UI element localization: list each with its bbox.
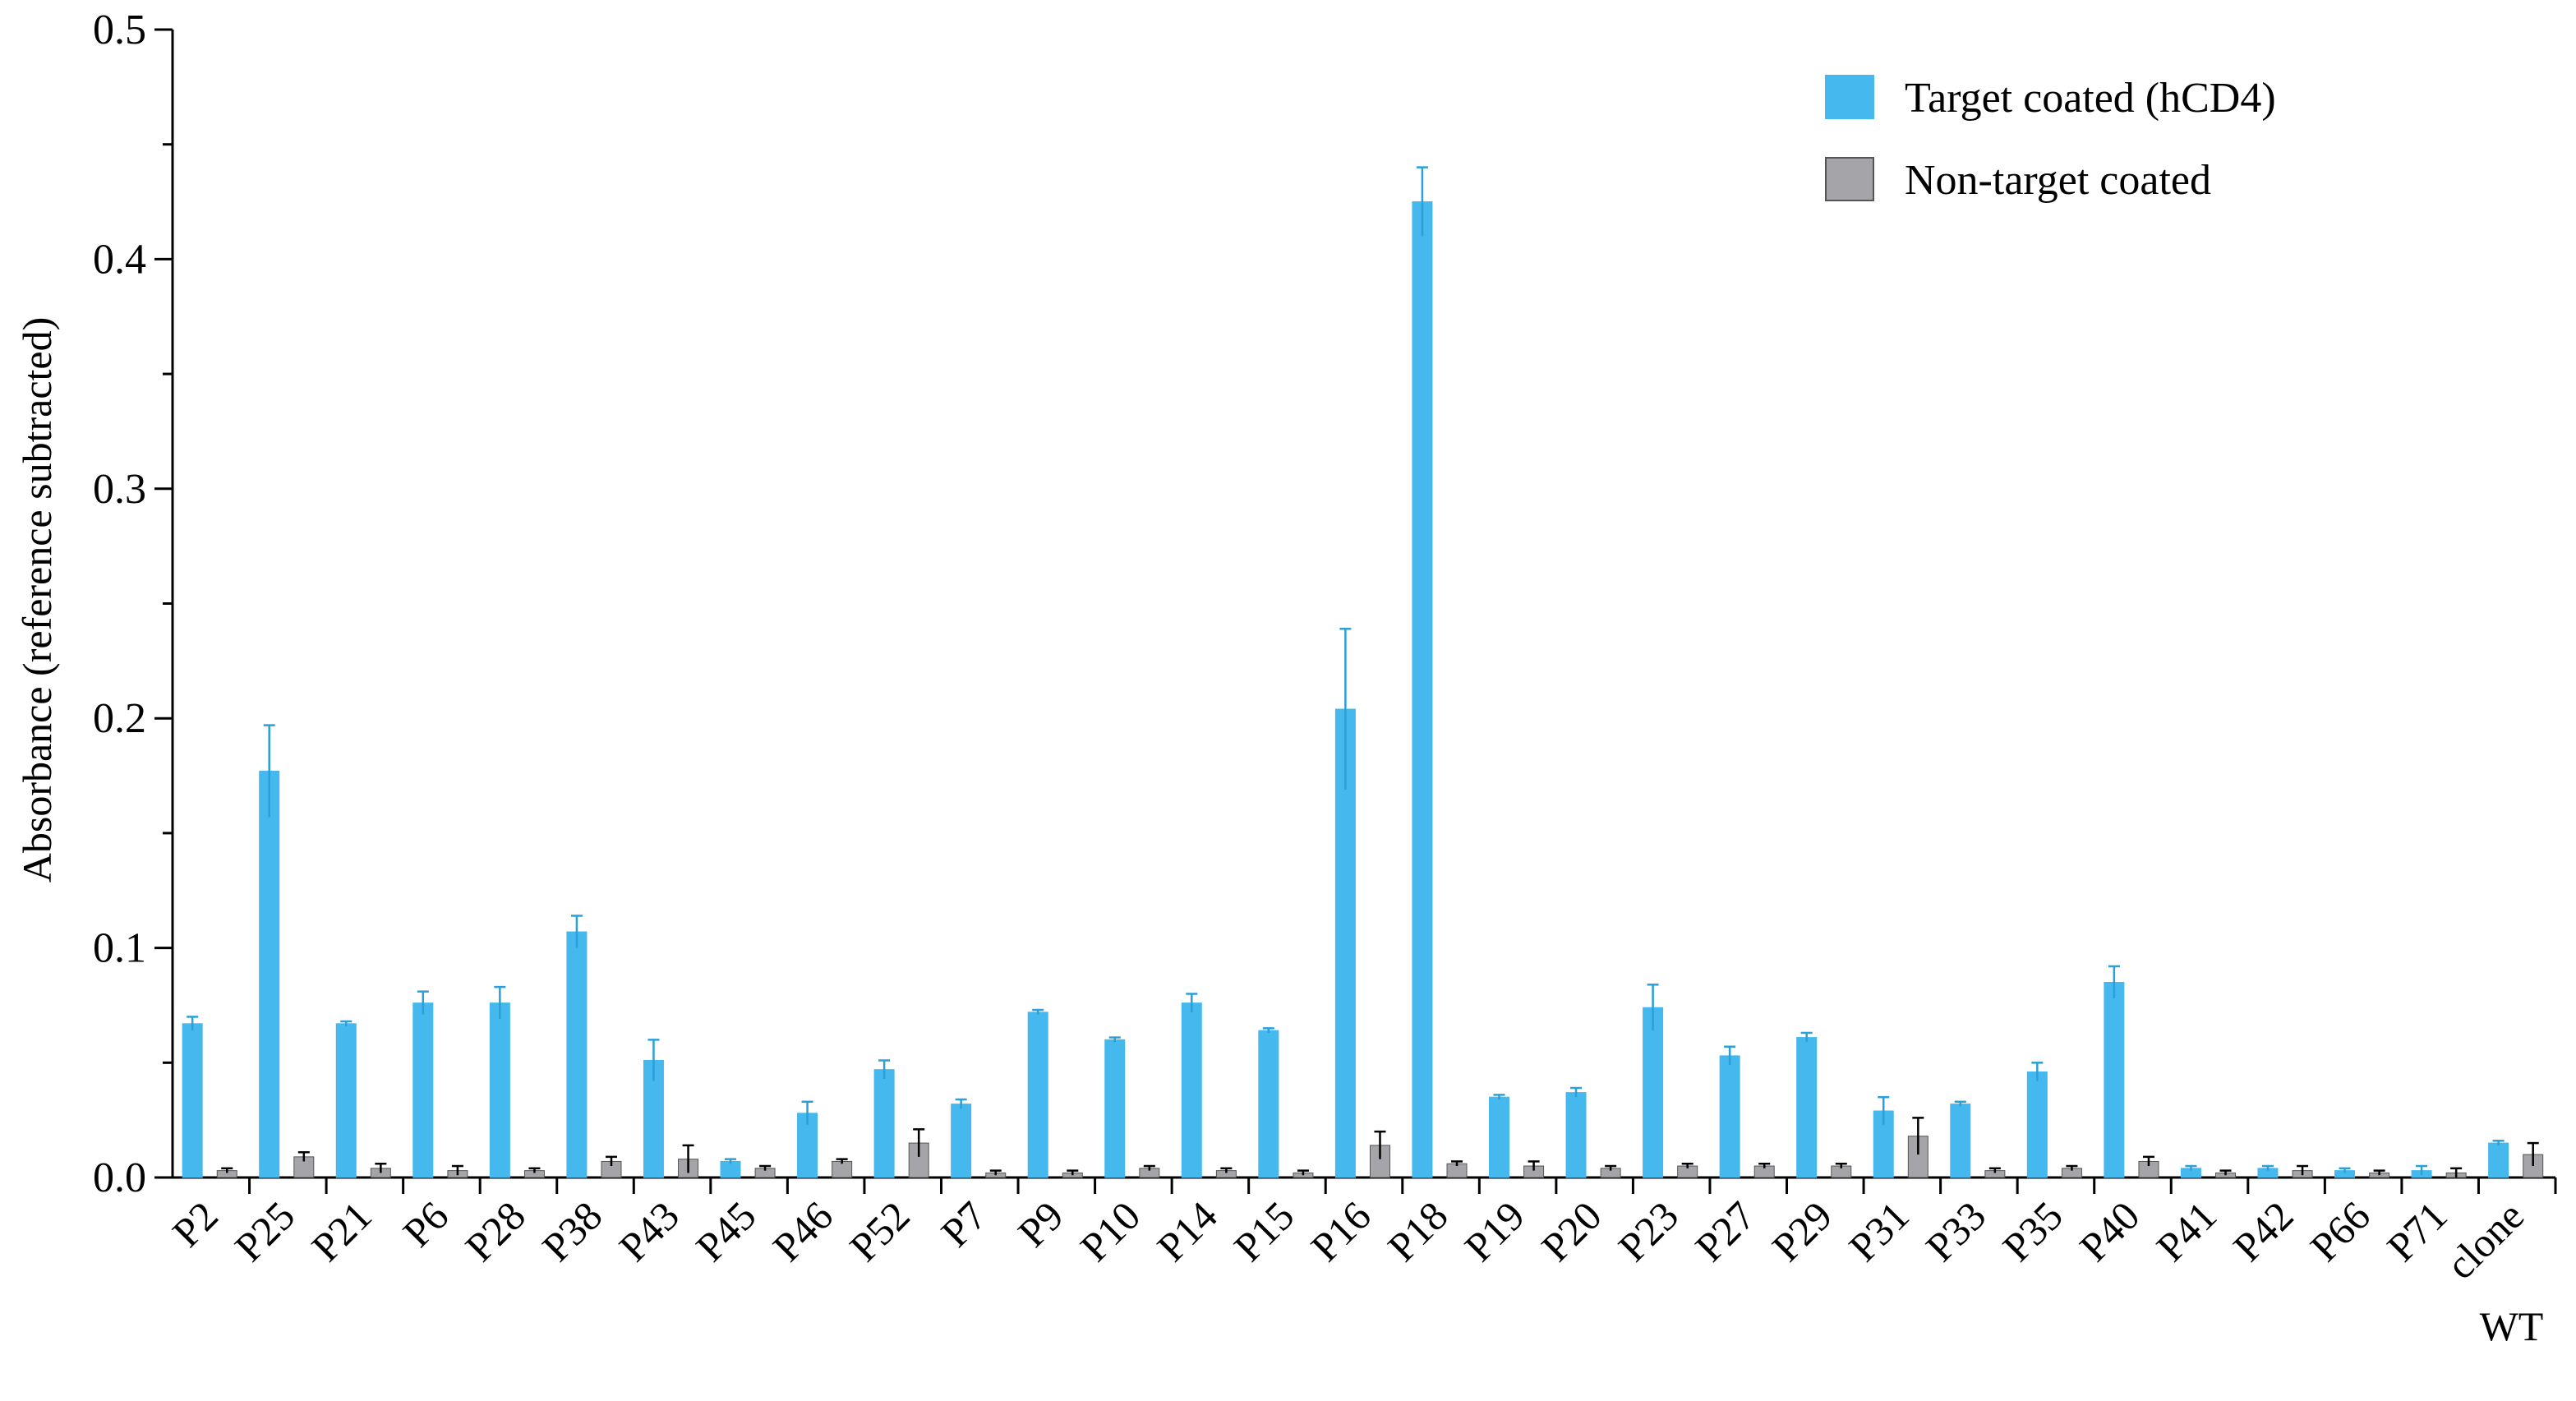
x-tick-label: P31 xyxy=(1840,1192,1918,1270)
legend: Target coated (hCD4) Non-target coated xyxy=(1825,75,2276,204)
y-axis-label: Absorbance (reference subtracted) xyxy=(14,317,60,883)
target-bar xyxy=(2104,982,2125,1178)
x-tick-label: P38 xyxy=(533,1192,611,1270)
x-tick-label: P23 xyxy=(1610,1192,1688,1270)
y-tick-label: 0.2 xyxy=(93,695,146,742)
y-tick-label: 0.4 xyxy=(93,236,146,283)
y-tick-label: 0.0 xyxy=(93,1154,146,1201)
target-bar xyxy=(1104,1039,1126,1178)
target-bar xyxy=(720,1160,741,1178)
target-bar xyxy=(1643,1007,1664,1178)
target-bar xyxy=(1258,1030,1279,1178)
x-tick-label: P46 xyxy=(764,1192,842,1270)
target-bar xyxy=(182,1023,203,1178)
x-tick-label: P27 xyxy=(1686,1192,1764,1270)
x-tick-label: P66 xyxy=(2302,1192,2380,1270)
target-bar xyxy=(566,931,588,1178)
target-bar xyxy=(1027,1012,1048,1178)
legend-label: Non-target coated xyxy=(1905,157,2211,204)
x-tick-label: P19 xyxy=(1455,1192,1533,1270)
x-tick-label: P2 xyxy=(164,1192,227,1256)
x-tick-label-line2: WT xyxy=(2480,1303,2544,1349)
nontarget-bar xyxy=(832,1160,853,1178)
x-tick-label: P18 xyxy=(1379,1192,1457,1270)
bars-layer xyxy=(182,201,2544,1178)
x-tick-label: P28 xyxy=(456,1192,534,1270)
target-bar xyxy=(1950,1104,1971,1178)
x-tick-label: P15 xyxy=(1225,1192,1303,1270)
y-axis: 0.0 0.1 0.2 0.3 0.4 0.5 xyxy=(93,7,174,1201)
x-tick-label: P7 xyxy=(932,1192,995,1256)
target-bar xyxy=(259,770,280,1178)
x-tick-label: P52 xyxy=(841,1192,919,1270)
x-tick-label: P42 xyxy=(2224,1192,2302,1270)
target-bar xyxy=(2488,1142,2509,1178)
target-bar xyxy=(1719,1055,1740,1178)
target-bar xyxy=(2026,1071,2048,1178)
target-bar xyxy=(1181,1002,1202,1178)
error-bars-layer xyxy=(187,166,2539,1177)
target-bar xyxy=(1488,1096,1509,1178)
x-tick-label: P41 xyxy=(2147,1192,2225,1270)
x-tick-label: P9 xyxy=(1009,1192,1072,1256)
target-bar xyxy=(412,1002,434,1178)
x-tick-label: P14 xyxy=(1148,1192,1226,1270)
y-tick-label: 0.3 xyxy=(93,466,146,513)
nontarget-bar xyxy=(1369,1145,1390,1178)
x-tick-label: P20 xyxy=(1532,1192,1611,1270)
x-tick-label: clone xyxy=(2437,1192,2532,1288)
x-tick-label: P10 xyxy=(1071,1192,1150,1270)
target-bar xyxy=(1412,201,1433,1178)
x-tick-label: P16 xyxy=(1302,1192,1380,1270)
y-tick-label: 0.1 xyxy=(93,925,146,972)
target-bar xyxy=(335,1023,357,1178)
x-tick-label: P45 xyxy=(687,1192,765,1270)
legend-swatch xyxy=(1825,157,1874,201)
legend-label: Target coated (hCD4) xyxy=(1905,75,2276,122)
x-tick-label: P33 xyxy=(1917,1192,1995,1270)
x-tick-label: P21 xyxy=(302,1192,380,1270)
target-bar xyxy=(489,1002,510,1178)
x-tick-label: P40 xyxy=(2071,1192,2149,1270)
target-bar xyxy=(951,1104,972,1178)
target-bar xyxy=(1796,1037,1818,1178)
x-tick-label: P43 xyxy=(610,1192,688,1270)
x-tick-label: P29 xyxy=(1763,1192,1841,1270)
x-tick-label: P6 xyxy=(394,1192,457,1256)
legend-swatch xyxy=(1825,75,1874,119)
target-bar xyxy=(1565,1092,1587,1178)
y-tick-label: 0.5 xyxy=(93,7,146,53)
x-tick-label: P35 xyxy=(1993,1192,2071,1270)
target-bar xyxy=(873,1069,895,1178)
x-tick-label: P25 xyxy=(226,1192,304,1270)
